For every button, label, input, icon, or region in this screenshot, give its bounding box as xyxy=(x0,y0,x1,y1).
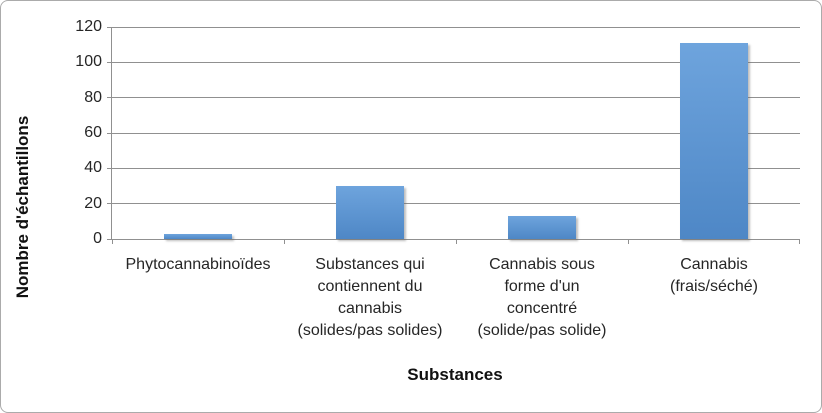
gridline-y-120 xyxy=(107,26,800,28)
y-tick-label-100: 100 xyxy=(75,53,102,71)
bar-3 xyxy=(508,216,576,239)
x-tick-2 xyxy=(456,239,457,244)
x-tick-1 xyxy=(284,239,285,244)
y-tick-label-120: 120 xyxy=(75,18,102,35)
bar-1 xyxy=(164,233,232,239)
gridline-y-100 xyxy=(107,61,800,63)
y-tick-label-80: 80 xyxy=(84,88,102,106)
plot-area: 0 20 40 60 80 100 120 Phytocannabinoïdes Substan… xyxy=(75,18,800,339)
x-tick-4 xyxy=(799,239,800,244)
x-category-label-4: Cannabis (frais/séché) xyxy=(669,256,759,295)
gridline-y-40 xyxy=(107,167,800,169)
x-category-label-2: Substances qui contiennent du cannabis (… xyxy=(297,256,443,339)
y-tick-label-20: 20 xyxy=(84,194,102,212)
x-category-label-1: Phytocannabinoïdes xyxy=(125,256,271,273)
x-category-label-3: Cannabis sous forme d'un concentré (soli… xyxy=(477,256,607,339)
y-tick-label-60: 60 xyxy=(84,124,102,141)
x-tick-3 xyxy=(628,239,629,244)
gridline-y-20 xyxy=(107,203,800,205)
gridline-y-60 xyxy=(107,132,800,134)
y-axis-title: Nombre d'échantillons xyxy=(13,115,32,298)
y-tick-label-0: 0 xyxy=(93,230,102,247)
bar-2 xyxy=(336,186,404,239)
x-tick-0 xyxy=(112,239,113,244)
x-axis-title: Substances xyxy=(407,365,503,384)
y-tick-label-40: 40 xyxy=(84,159,102,177)
bar-4 xyxy=(680,42,748,239)
tick-y-0 xyxy=(107,238,112,240)
gridline-y-80 xyxy=(107,97,800,99)
